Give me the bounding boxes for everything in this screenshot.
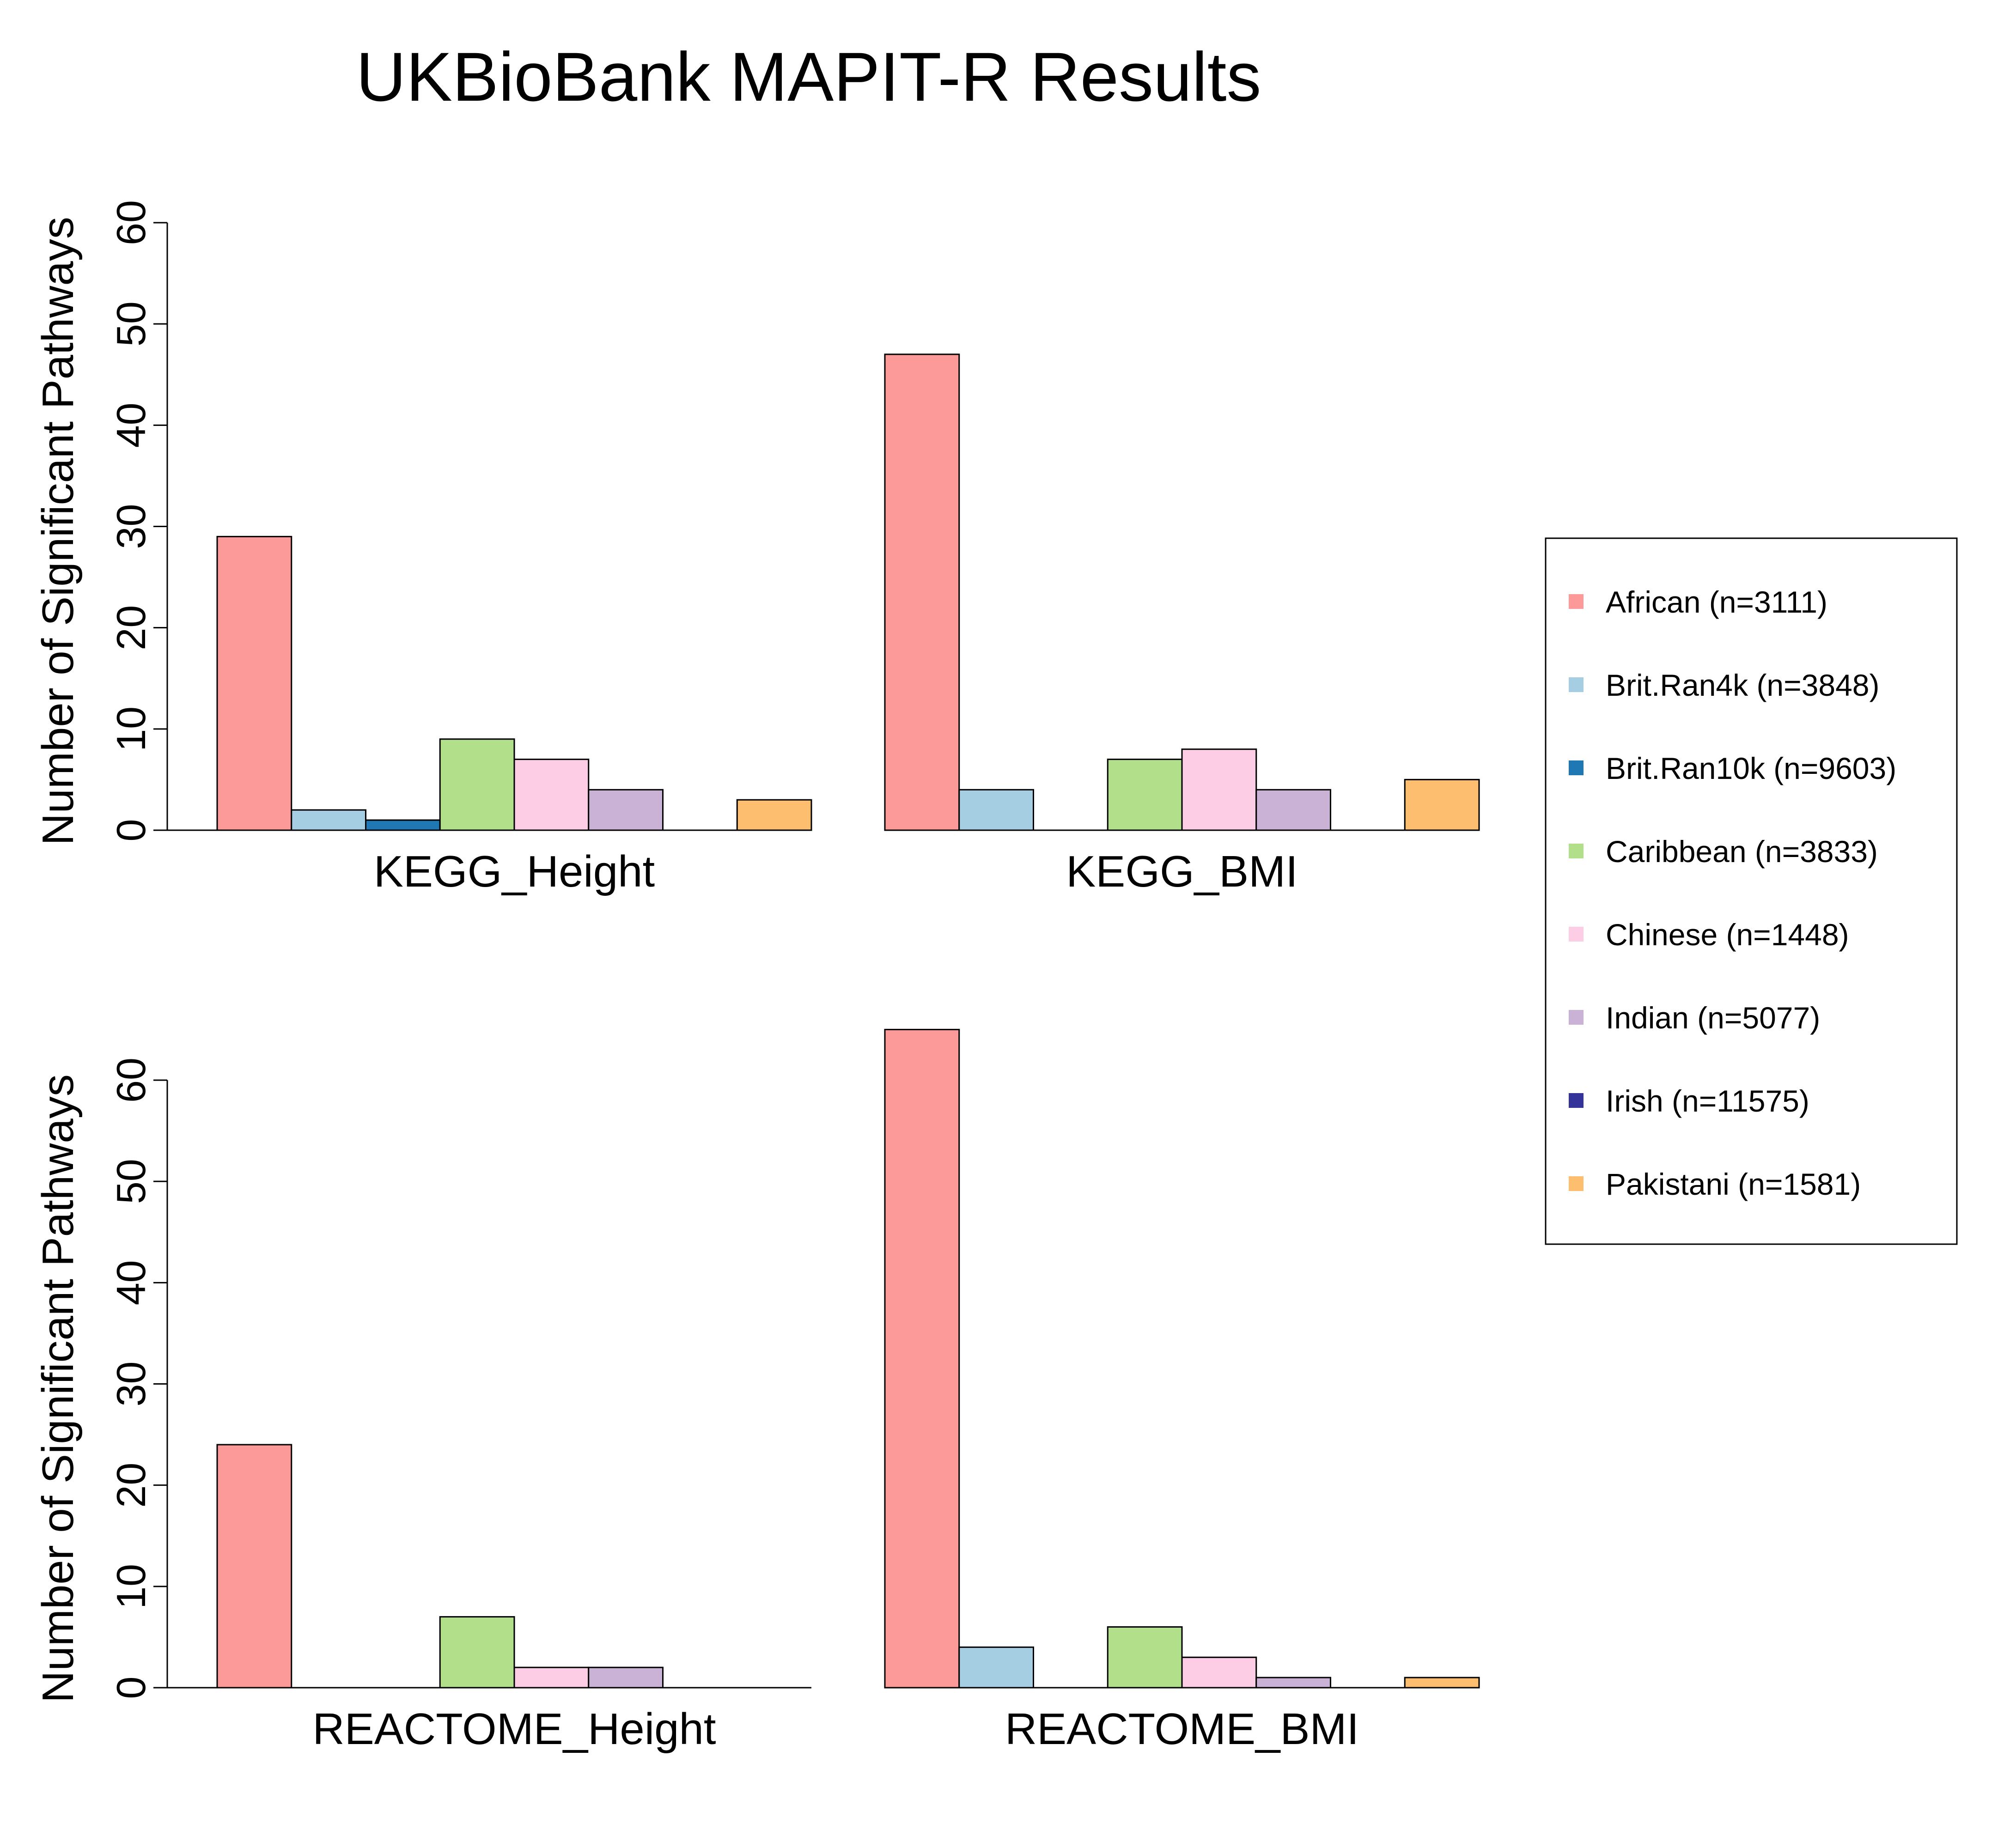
y-axis-label: Number of Significant Pathways: [33, 217, 83, 845]
y-tick-label: 10: [108, 1564, 154, 1609]
y-tick-label: 60: [108, 1058, 154, 1103]
legend-label: Pakistani (n=1581): [1606, 1167, 1861, 1201]
legend-swatch: [1569, 1093, 1584, 1108]
bar: [736, 799, 812, 831]
bar: [1181, 1656, 1257, 1689]
y-axis-label: Number of Significant Pathways: [33, 1074, 83, 1703]
bar: [588, 1666, 664, 1689]
legend-label: Brit.Ran4k (n=3848): [1606, 668, 1880, 702]
bar: [1107, 759, 1183, 831]
legend-label: Indian (n=5077): [1606, 1001, 1820, 1035]
bar: [958, 789, 1034, 831]
legend-label: Caribbean (n=3833): [1606, 834, 1878, 869]
bar: [216, 1444, 292, 1689]
chart-panels: 0 10 20 30 40 50 60 Number of Significant Pathw…: [33, 200, 1480, 1754]
bar: [1404, 1677, 1480, 1689]
panel-row-0: 0 10 20 30 40 50 60 Number of Significant Pathw…: [33, 200, 1480, 896]
chart-title: UKBioBank MAPIT-R Results: [356, 38, 1261, 116]
y-tick-label: 20: [108, 1463, 154, 1508]
bar: [513, 1666, 590, 1689]
panel-row-1: 0 10 20 30 40 50 60 Number of Significant Pathw…: [33, 1028, 1480, 1754]
bar: [216, 535, 292, 831]
x-group-label: KEGG_BMI: [1066, 847, 1297, 896]
legend-swatch: [1569, 844, 1584, 858]
bar: [1255, 1677, 1331, 1689]
bar: [513, 759, 590, 831]
x-group-label: KEGG_Height: [374, 847, 655, 896]
x-group-label: REACTOME_BMI: [1005, 1704, 1359, 1754]
bar: [884, 1028, 960, 1689]
bar: [439, 738, 515, 831]
bar: [588, 789, 664, 831]
y-tick-label: 0: [108, 819, 154, 842]
bar: [1255, 789, 1331, 831]
bar: [1404, 778, 1480, 831]
y-tick-label: 30: [108, 1362, 154, 1407]
bar: [884, 353, 960, 831]
bar: [958, 1646, 1034, 1689]
bar: [439, 1616, 515, 1689]
y-tick-label: 60: [108, 200, 154, 245]
legend-swatch: [1569, 760, 1584, 775]
legend-swatch: [1569, 677, 1584, 692]
legend-swatch: [1569, 594, 1584, 609]
x-group-label: REACTOME_Height: [312, 1704, 716, 1754]
y-tick-label: 30: [108, 504, 154, 549]
legend-label: Chinese (n=1448): [1606, 918, 1849, 952]
bar: [291, 809, 366, 831]
bar: [1181, 748, 1257, 831]
legend-items: African (n=3111) Brit.Ran4k (n=3848) Brit.…: [1569, 585, 1896, 1201]
bar: [1107, 1626, 1183, 1689]
y-tick-label: 50: [108, 1159, 154, 1204]
y-tick-label: 40: [108, 1260, 154, 1305]
y-tick-label: 20: [108, 605, 154, 650]
y-tick-label: 10: [108, 706, 154, 752]
legend-label: Brit.Ran10k (n=9603): [1606, 751, 1896, 785]
legend-swatch: [1569, 1010, 1584, 1025]
legend-box: [1545, 537, 1958, 1245]
y-tick-label: 0: [108, 1677, 154, 1699]
y-tick-label: 40: [108, 402, 154, 448]
legend-label: African (n=3111): [1606, 585, 1827, 619]
legend-swatch: [1569, 1176, 1584, 1191]
legend-swatch: [1569, 927, 1584, 942]
y-tick-label: 50: [108, 301, 154, 346]
bar: [365, 819, 441, 831]
legend: African (n=3111) Brit.Ran4k (n=3848) Brit.…: [1545, 537, 1958, 1245]
legend-label: Irish (n=11575): [1606, 1084, 1809, 1118]
